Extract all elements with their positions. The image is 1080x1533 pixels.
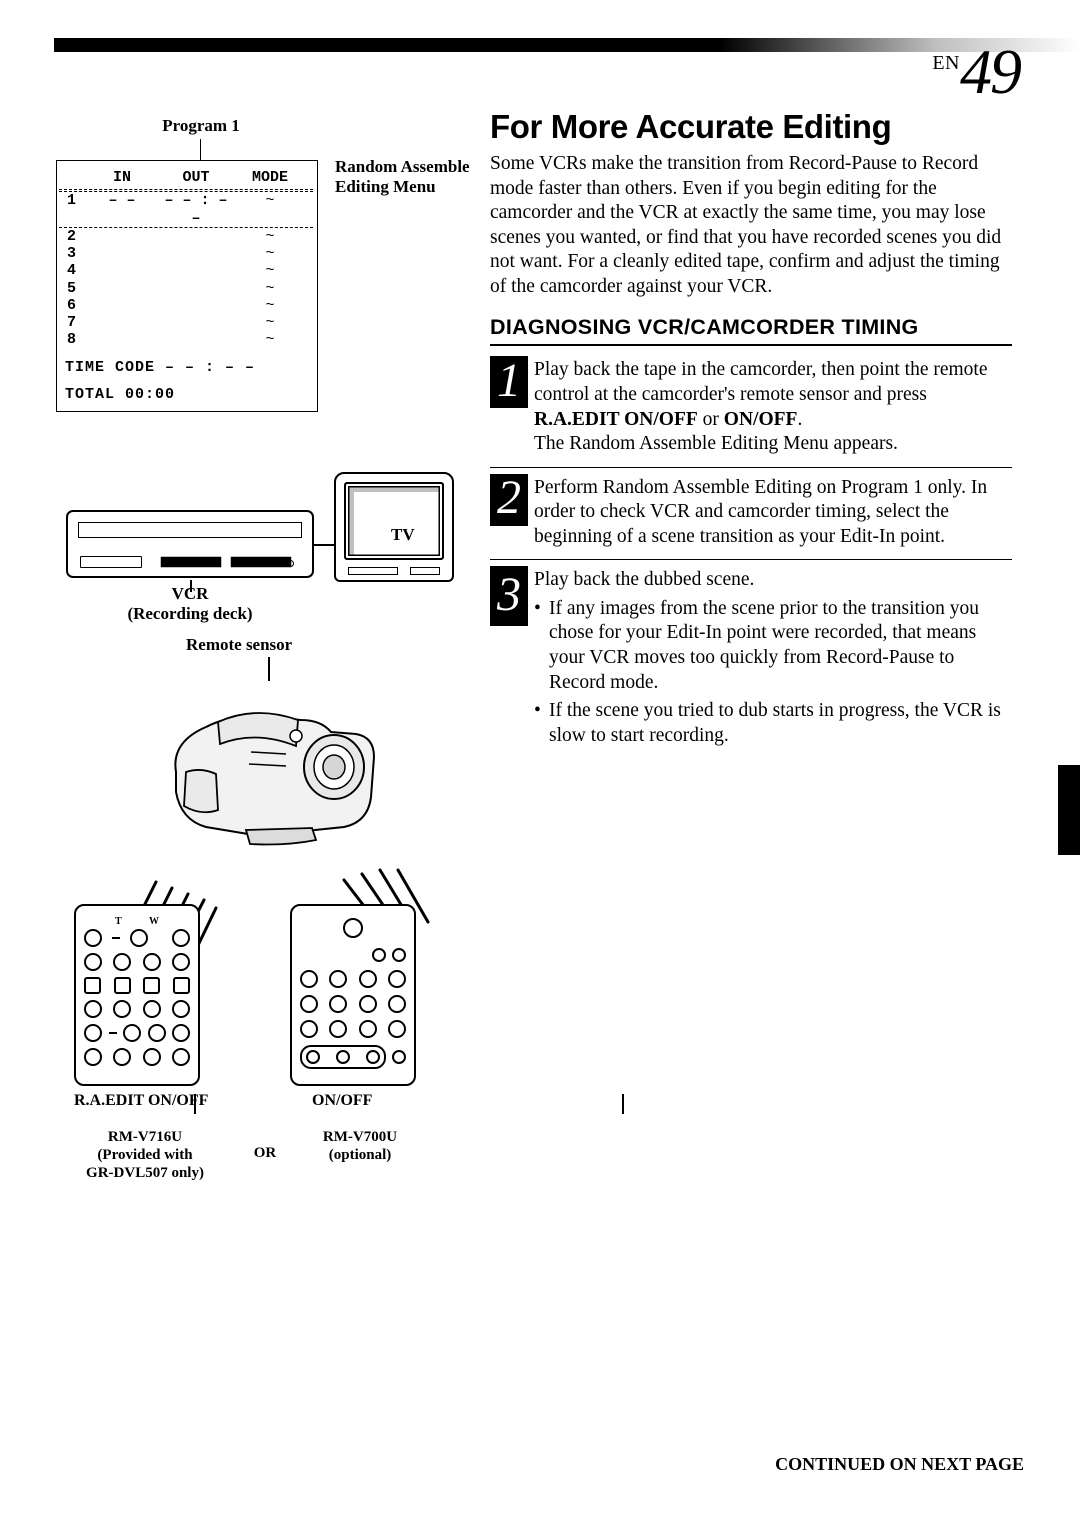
menu-rows-container: 1– –– – : – –~2~3~4~5~6~7~8~ [65,191,307,348]
menu-row: 6~ [65,297,307,314]
model-left: RM-V716U (Provided with GR-DVL507 only) [50,1128,240,1182]
step-1-tail: The Random Assemble Editing Menu appears… [534,433,898,454]
step-3-bullet-list: If any images from the scene prior to th… [534,597,1012,748]
menu-header-in: IN [85,169,159,186]
model-left-line3: GR-DVL507 only) [86,1165,204,1181]
continued-on-next-page: CONTINUED ON NEXT PAGE [775,1454,1024,1475]
menu-row: 8~ [65,331,307,348]
top-bar-black [54,38,720,52]
step-1-bold-b: ON/OFF [724,409,798,430]
step-3-text: Play back the dubbed scene. If any image… [534,568,1012,748]
remote-right-callout-line [622,1094,624,1114]
step-1-body-mid: or [698,409,724,430]
step-2-text: Perform Random Assemble Editing on Progr… [534,476,1012,550]
right-column: For More Accurate Editing Some VCRs make… [490,108,1012,758]
menu-header-mode: MODE [233,169,307,186]
step-3-number-box: 3 [490,566,528,626]
step-1: 1 Play back the tape in the camcorder, t… [490,350,1012,467]
menu-row: 3~ [65,245,307,262]
vcr-tv-connector [314,544,334,546]
onoff-label: ON/OFF [312,1092,412,1110]
or-label: OR [240,1128,290,1182]
remote-left-callout-line [194,1094,196,1114]
step-1-bold-a: R.A.EDIT ON/OFF [534,409,698,430]
remote-button-labels-row: R.A.EDIT ON/OFF ON/OFF [74,1092,476,1110]
model-left-line1: RM-V716U [108,1129,182,1145]
random-assemble-menu-box: Random Assemble Editing Menu IN OUT MODE… [56,160,318,412]
page-top-bar [54,38,1080,88]
model-right-line1: RM-V700U [323,1129,397,1145]
vcr-recorder-illustration [66,510,314,578]
menu-row: 5~ [65,280,307,297]
right-edge-tab [1058,765,1080,855]
step-1-body-a: Play back the tape in the camcorder, the… [534,359,988,405]
vcr-label: VCR (Recording deck) [100,584,280,625]
menu-footer-total: TOTAL 00:00 [65,386,307,403]
menu-header-row: IN OUT MODE [59,169,313,190]
menu-row: 2~ [65,228,307,245]
menu-row: 7~ [65,314,307,331]
step-2: 2 Perform Random Assemble Editing on Pro… [490,468,1012,561]
main-heading: For More Accurate Editing [490,108,1012,146]
step-3-bullet-2: If the scene you tried to dub starts in … [534,699,1012,748]
menu-footer-timecode: TIME CODE – – : – – [65,359,307,376]
tv-label: TV [391,525,415,545]
top-bar-fade [720,38,1080,52]
program-callout-line [200,139,201,161]
remote-model-labels-row: RM-V716U (Provided with GR-DVL507 only) … [50,1128,476,1182]
page-number: EN49 [932,35,1020,109]
program-label: Program 1 [96,116,306,136]
menu-row: 1– –– – : – –~ [59,191,313,228]
step-2-number: 2 [497,470,521,525]
page-en-prefix: EN [932,52,960,74]
model-left-line2: (Provided with [97,1147,192,1163]
step-2-number-box: 2 [490,474,528,526]
remote-sensor-label: Remote sensor [186,635,292,655]
step-1-number-box: 1 [490,356,528,408]
menu-header-blank [65,169,85,186]
vcr-label-line1: VCR [172,584,209,603]
step-3: 3 Play back the dubbed scene. If any ima… [490,560,1012,758]
page-number-value: 49 [960,36,1020,107]
step-1-body-end: . [797,409,802,430]
menu-caption: Random Assemble Editing Menu [335,157,485,196]
connection-diagram: VCR (Recording deck) TV Remote sensor [56,472,476,902]
step-3-bullet-1: If any images from the scene prior to th… [534,597,1012,695]
sub-heading: DIAGNOSING VCR/CAMCORDER TIMING [490,315,1012,346]
intro-paragraph: Some VCRs make the transition from Recor… [490,152,1012,299]
vcr-label-line2: (Recording deck) [127,604,252,623]
camcorder-illustration [146,672,396,862]
remote-rm-v716u-illustration: TW [74,904,200,1086]
step-1-text: Play back the tape in the camcorder, the… [534,358,1012,456]
left-column: Program 1 Random Assemble Editing Menu I… [56,116,476,1182]
menu-header-out: OUT [159,169,233,186]
step-3-body: Play back the dubbed scene. [534,569,754,590]
remote-rm-v700u-illustration [290,904,416,1086]
step-3-number: 3 [497,567,521,622]
model-right: RM-V700U (optional) [290,1128,430,1182]
remote-controls-row: TW [74,904,476,1086]
ra-edit-onoff-label: R.A.EDIT ON/OFF [74,1092,244,1110]
model-right-line2: (optional) [329,1147,392,1163]
menu-row: 4~ [65,262,307,279]
step-1-number: 1 [497,353,521,408]
